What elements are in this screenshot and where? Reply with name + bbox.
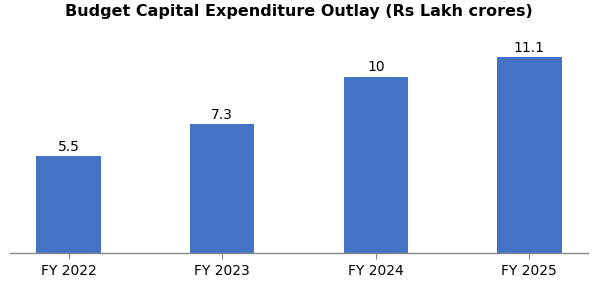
Text: 11.1: 11.1 bbox=[514, 41, 545, 55]
Text: 7.3: 7.3 bbox=[211, 108, 233, 122]
Title: Budget Capital Expenditure Outlay (Rs Lakh crores): Budget Capital Expenditure Outlay (Rs La… bbox=[65, 4, 533, 19]
Bar bbox=[36, 156, 101, 253]
Text: 5.5: 5.5 bbox=[58, 140, 80, 154]
Bar bbox=[343, 77, 408, 253]
Bar bbox=[190, 124, 255, 253]
Bar bbox=[497, 57, 562, 253]
Text: 10: 10 bbox=[367, 60, 385, 74]
